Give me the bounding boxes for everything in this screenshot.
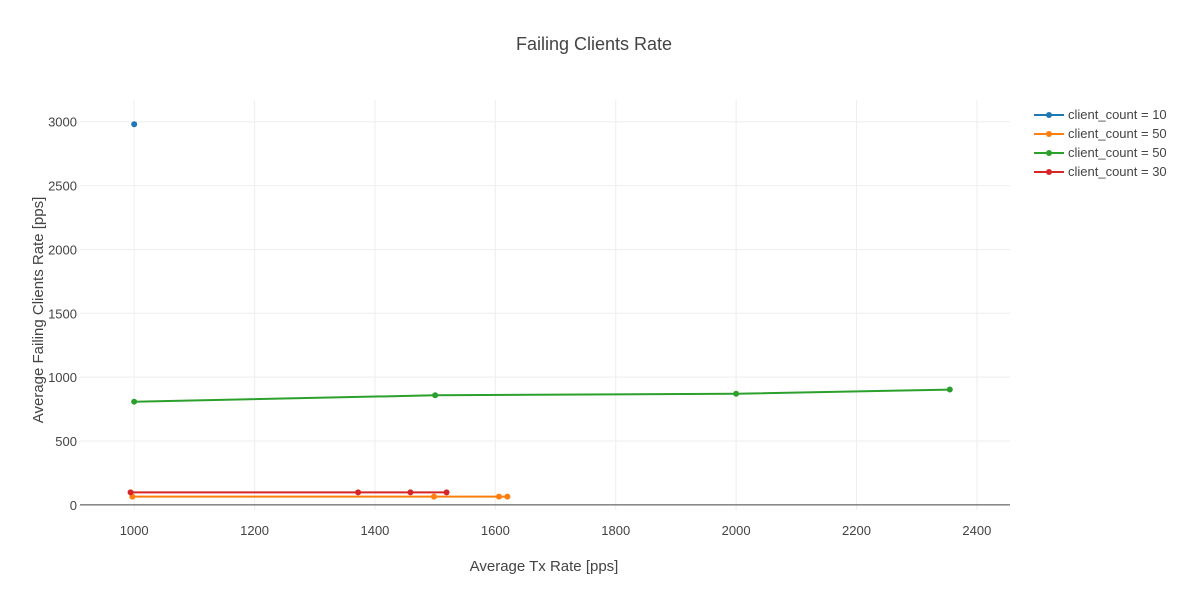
y-tick-label: 1500 xyxy=(48,306,77,321)
data-point[interactable] xyxy=(733,390,740,397)
legend-item[interactable]: client_count = 30 xyxy=(1034,164,1167,179)
legend-item[interactable]: client_count = 50 xyxy=(1034,145,1167,160)
data-point[interactable] xyxy=(946,386,953,393)
data-point[interactable] xyxy=(430,493,437,500)
legend-marker xyxy=(1046,150,1052,156)
y-tick-label: 3000 xyxy=(48,115,77,130)
series-4 xyxy=(127,489,450,496)
x-tick-label: 1800 xyxy=(601,523,630,538)
axes: 1000 1200 1400 1600 1800 2000 2200 2400 0 500 1000… xyxy=(48,115,1010,538)
x-tick-label: 1400 xyxy=(360,523,389,538)
x-axis-title: Average Tx Rate [pps] xyxy=(470,558,619,575)
data-point[interactable] xyxy=(127,489,134,496)
series-2 xyxy=(129,493,511,500)
series-line xyxy=(134,388,950,403)
legend-marker xyxy=(1046,131,1052,137)
x-tick-label: 1200 xyxy=(240,523,269,538)
x-tick-label: 2400 xyxy=(962,523,991,538)
y-tick-label: 2500 xyxy=(48,179,77,194)
data-point[interactable] xyxy=(443,489,450,496)
data-point[interactable] xyxy=(495,493,502,500)
x-tick-label: 1000 xyxy=(120,523,149,538)
y-tick-label: 1000 xyxy=(48,370,77,385)
y-axis-title: Average Failing Clients Rate [pps] xyxy=(30,197,47,424)
x-tick-label: 2000 xyxy=(722,523,751,538)
legend-label: client_count = 30 xyxy=(1068,164,1167,179)
legend-label: client_count = 50 xyxy=(1068,126,1167,141)
legend-label: client_count = 50 xyxy=(1068,145,1167,160)
grid xyxy=(80,100,1010,510)
legend-marker xyxy=(1046,169,1052,175)
data-point[interactable] xyxy=(432,392,439,399)
series-1 xyxy=(131,121,138,128)
data-point[interactable] xyxy=(407,489,414,496)
y-tick-label: 0 xyxy=(70,498,77,513)
data-point[interactable] xyxy=(504,493,511,500)
legend-item[interactable]: client_count = 10 xyxy=(1034,107,1167,122)
y-tick-label: 500 xyxy=(55,434,77,449)
series-3 xyxy=(131,386,953,405)
legend-label: client_count = 10 xyxy=(1068,107,1167,122)
chart-title: Failing Clients Rate xyxy=(516,34,672,54)
y-tick-label: 2000 xyxy=(48,242,77,257)
x-tick-label: 2200 xyxy=(842,523,871,538)
plot-area xyxy=(127,121,953,500)
x-tick-label: 1600 xyxy=(481,523,510,538)
legend-marker xyxy=(1046,112,1052,118)
data-point[interactable] xyxy=(131,121,138,128)
legend-item[interactable]: client_count = 50 xyxy=(1034,126,1167,141)
data-point[interactable] xyxy=(355,489,362,496)
data-point[interactable] xyxy=(131,398,138,405)
legend[interactable]: client_count = 10 client_count = 50 client… xyxy=(1034,107,1167,179)
